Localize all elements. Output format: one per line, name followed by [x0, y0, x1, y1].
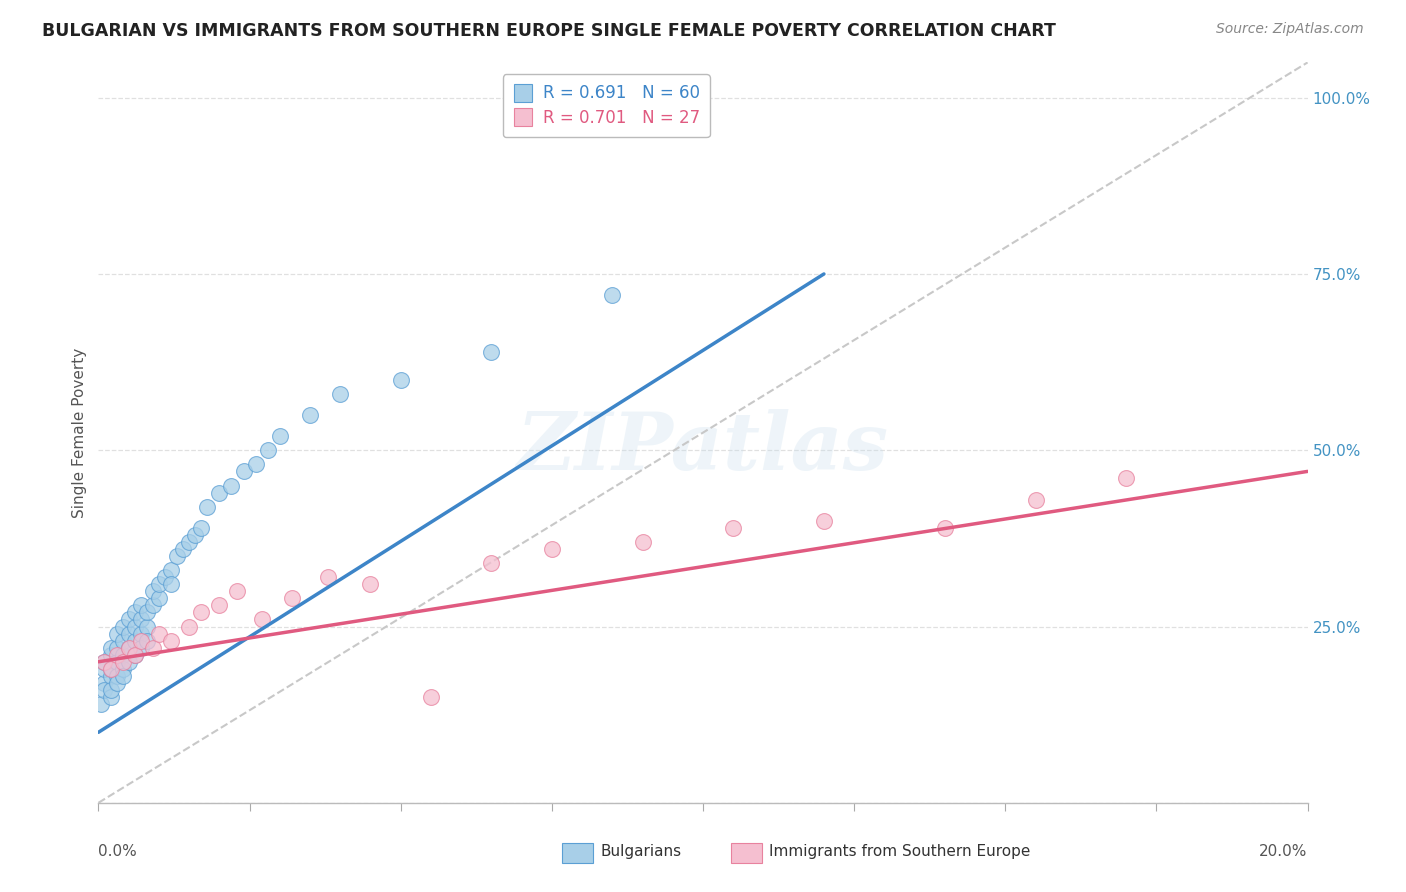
Point [118, 640, 141, 655]
Point [105, 676, 128, 690]
Point [813, 514, 835, 528]
Point [142, 640, 165, 655]
Text: Immigrants from Southern Europe: Immigrants from Southern Europe [769, 845, 1031, 859]
Point [208, 485, 231, 500]
Point [124, 633, 146, 648]
Point [124, 648, 146, 662]
Point [420, 690, 443, 704]
Point [316, 570, 339, 584]
Point [129, 612, 152, 626]
Point [190, 521, 212, 535]
Point [105, 640, 128, 655]
Point [118, 626, 141, 640]
Point [184, 528, 207, 542]
Legend: R = 0.691   N = 60, R = 0.701   N = 27: R = 0.691 N = 60, R = 0.701 N = 27 [503, 74, 710, 137]
Point [118, 612, 141, 626]
Point [221, 478, 243, 492]
Point [723, 521, 745, 535]
Point [142, 584, 165, 599]
Point [208, 599, 231, 613]
Point [142, 599, 165, 613]
Point [93, 676, 115, 690]
Point [93, 655, 115, 669]
Point [129, 626, 152, 640]
Text: 20.0%: 20.0% [1260, 844, 1308, 858]
Point [105, 669, 128, 683]
Point [105, 655, 128, 669]
Point [148, 591, 170, 606]
Point [232, 464, 254, 478]
Point [118, 640, 141, 655]
Point [135, 606, 157, 620]
Text: Bulgarians: Bulgarians [600, 845, 682, 859]
Point [135, 633, 157, 648]
Point [124, 619, 146, 633]
Point [281, 591, 304, 606]
Point [148, 626, 170, 640]
Point [100, 690, 122, 704]
Point [100, 648, 122, 662]
Point [129, 599, 152, 613]
Point [179, 535, 201, 549]
Point [100, 662, 122, 676]
Point [105, 648, 128, 662]
Point [160, 633, 183, 648]
Point [93, 662, 115, 676]
Point [111, 619, 134, 633]
Point [93, 683, 115, 698]
Point [540, 541, 562, 556]
Point [100, 683, 122, 698]
Point [111, 655, 134, 669]
Point [135, 619, 157, 633]
Point [631, 535, 654, 549]
Point [129, 640, 152, 655]
Point [111, 633, 134, 648]
Point [1024, 492, 1046, 507]
Point [111, 669, 134, 683]
Text: 0.0%: 0.0% [98, 844, 138, 858]
Point [934, 521, 956, 535]
Point [148, 577, 170, 591]
Point [245, 458, 267, 472]
Point [160, 563, 183, 577]
Point [481, 556, 503, 570]
Point [299, 408, 322, 422]
Point [226, 584, 249, 599]
Point [124, 606, 146, 620]
Point [93, 655, 115, 669]
Point [190, 606, 212, 620]
Point [166, 549, 188, 563]
Point [250, 612, 273, 626]
Text: BULGARIAN VS IMMIGRANTS FROM SOUTHERN EUROPE SINGLE FEMALE POVERTY CORRELATION C: BULGARIAN VS IMMIGRANTS FROM SOUTHERN EU… [42, 22, 1056, 40]
Point [269, 429, 291, 443]
Point [90, 697, 112, 711]
Point [111, 662, 134, 676]
Point [360, 577, 382, 591]
Point [256, 443, 278, 458]
Text: Source: ZipAtlas.com: Source: ZipAtlas.com [1216, 22, 1364, 37]
Point [160, 577, 183, 591]
Point [129, 633, 152, 648]
Point [100, 669, 122, 683]
Point [124, 648, 146, 662]
Point [100, 640, 122, 655]
Text: ZIPatlas: ZIPatlas [517, 409, 889, 486]
Point [602, 288, 624, 302]
Point [179, 619, 201, 633]
Point [481, 344, 503, 359]
Y-axis label: Single Female Poverty: Single Female Poverty [72, 348, 87, 517]
Point [172, 541, 194, 556]
Point [153, 570, 176, 584]
Point [105, 626, 128, 640]
Point [111, 648, 134, 662]
Point [118, 655, 141, 669]
Point [389, 373, 412, 387]
Point [329, 387, 352, 401]
Point [100, 662, 122, 676]
Point [1115, 471, 1137, 485]
Point [195, 500, 218, 514]
